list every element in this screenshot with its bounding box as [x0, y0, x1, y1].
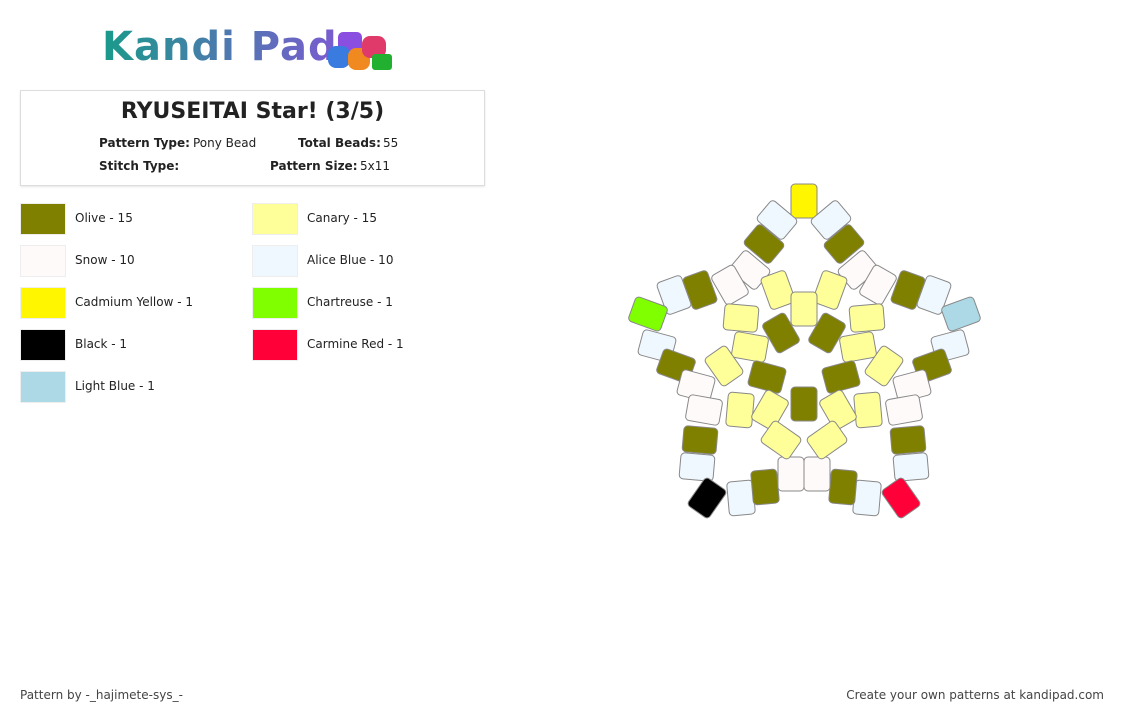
- bead: [803, 456, 831, 492]
- bead: [722, 303, 760, 333]
- bead: [821, 360, 861, 394]
- bead: [881, 477, 921, 519]
- bead: [828, 468, 858, 506]
- promo[interactable]: Create your own patterns at kandipad.com: [846, 688, 1104, 702]
- legend-label: Carmine Red - 1: [307, 337, 404, 351]
- legend-label: Olive - 15: [75, 211, 133, 225]
- bead: [682, 270, 718, 310]
- bead: [751, 389, 789, 431]
- bead: [808, 312, 846, 354]
- bead: [685, 394, 723, 426]
- label: Total Beads:: [298, 136, 381, 150]
- bead: [941, 296, 981, 332]
- label: Pattern Size:: [270, 159, 358, 173]
- bead: [852, 479, 882, 517]
- bead: [628, 296, 668, 332]
- logo-beads: [328, 32, 392, 70]
- bead: [790, 386, 818, 422]
- bead: [750, 468, 780, 506]
- bead: [731, 331, 769, 363]
- bead: [889, 425, 927, 455]
- bead: [839, 331, 877, 363]
- bead: [885, 394, 923, 426]
- bead-pattern: [628, 183, 981, 519]
- swatch: [252, 245, 298, 277]
- swatch: [20, 329, 66, 361]
- bead: [678, 452, 716, 482]
- bead: [760, 420, 802, 460]
- swatch: [20, 203, 66, 235]
- bead: [704, 345, 744, 387]
- bead: [790, 291, 818, 327]
- label: Pattern Type:: [99, 136, 190, 150]
- bead: [762, 312, 800, 354]
- swatch: [20, 287, 66, 319]
- bead: [756, 200, 798, 240]
- legend-label: Cadmium Yellow - 1: [75, 295, 194, 309]
- bead: [760, 270, 796, 310]
- legend-label: Black - 1: [75, 337, 128, 351]
- swatch: [252, 287, 298, 319]
- legend-label: Snow - 10: [75, 253, 135, 267]
- bead: [819, 389, 857, 431]
- value: 5x11: [360, 159, 391, 173]
- author: Pattern by -_hajimete-sys_-: [20, 688, 183, 702]
- pattern-card: RYUSEITAI Star! (3/5) Pattern Type: Pony…: [20, 90, 485, 186]
- legend-label: Chartreuse - 1: [307, 295, 393, 309]
- bead: [790, 183, 818, 219]
- bead: [853, 391, 883, 429]
- bead: [823, 224, 865, 264]
- bead: [725, 391, 755, 429]
- bead: [743, 224, 785, 264]
- bead: [864, 345, 904, 387]
- bead: [726, 479, 756, 517]
- swatch: [252, 329, 298, 361]
- bead: [848, 303, 886, 333]
- bead: [806, 420, 848, 460]
- bead: [681, 425, 719, 455]
- label: Stitch Type:: [99, 159, 180, 173]
- logo[interactable]: Kandi Pad: [102, 24, 338, 70]
- bead: [859, 264, 897, 306]
- bead: [812, 270, 848, 310]
- bead: [810, 200, 852, 240]
- pattern-title: RYUSEITAI Star! (3/5): [120, 99, 385, 124]
- bead: [916, 275, 952, 315]
- legend-label: Alice Blue - 10: [307, 253, 394, 267]
- swatch: [20, 245, 66, 277]
- bead: [777, 456, 805, 492]
- legend-label: Light Blue - 1: [75, 379, 155, 393]
- bead: [711, 264, 749, 306]
- legend-label: Canary - 15: [307, 211, 377, 225]
- value: 55: [383, 136, 399, 150]
- swatch: [20, 371, 66, 403]
- value: Pony Bead: [193, 136, 257, 150]
- bead: [747, 360, 787, 394]
- bead: [687, 477, 727, 519]
- swatch: [252, 203, 298, 235]
- bead: [892, 452, 930, 482]
